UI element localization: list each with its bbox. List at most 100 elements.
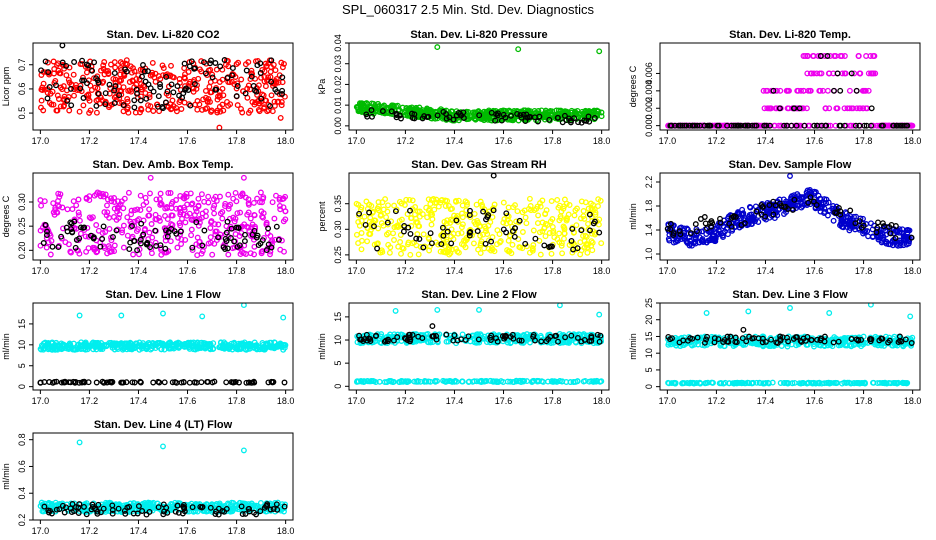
data-point [801, 122, 808, 129]
x-tick-label: 17.6 [495, 136, 513, 146]
data-point [165, 190, 172, 196]
data-point [208, 108, 214, 115]
data-point [753, 122, 760, 129]
data-point [391, 102, 397, 109]
data-point [378, 331, 385, 338]
data-point [81, 224, 88, 231]
data-point [435, 203, 442, 210]
data-point [181, 65, 188, 72]
data-point [279, 74, 286, 81]
data-point [129, 379, 136, 386]
data-point [124, 232, 131, 239]
data-point [251, 227, 258, 234]
data-point [247, 215, 254, 222]
x-tick-label: 17.6 [495, 266, 513, 276]
data-point [210, 340, 217, 347]
data-point [739, 379, 746, 386]
data-point [181, 99, 188, 106]
data-point [73, 202, 80, 209]
data-point [188, 232, 195, 239]
data-point [400, 228, 407, 235]
data-point [59, 204, 66, 211]
data-point [425, 196, 432, 203]
data-point [211, 240, 218, 247]
data-point [777, 200, 783, 207]
data-point [265, 241, 272, 248]
y-axis-label: ml/min [317, 333, 327, 360]
data-point [730, 380, 737, 387]
data-point [870, 379, 877, 386]
data-point [278, 102, 285, 109]
data-point [193, 219, 200, 226]
data-point [115, 203, 122, 210]
data-point [498, 117, 505, 124]
data-point [39, 87, 46, 93]
data-point [844, 342, 851, 349]
x-tick-label: 17.6 [179, 396, 197, 406]
data-point [453, 217, 460, 224]
data-point [353, 378, 360, 385]
data-point [126, 246, 133, 253]
data-point [420, 231, 427, 238]
data-point [818, 70, 825, 77]
data-point [665, 379, 672, 386]
data-point [93, 102, 100, 109]
x-tick-label: 17.0 [348, 266, 366, 276]
data-point [120, 205, 127, 212]
data-point [87, 107, 94, 114]
data-point [513, 218, 520, 225]
data-point [511, 108, 518, 114]
data-point [419, 211, 426, 218]
data-point [484, 231, 491, 238]
data-point [384, 221, 391, 228]
data-point [133, 340, 139, 347]
data-point [864, 228, 871, 235]
data-point [191, 81, 198, 87]
data-point [44, 228, 50, 235]
data-point [572, 207, 579, 214]
data-point [84, 80, 90, 87]
data-point [256, 199, 263, 206]
x-tick-label: 18.0 [277, 266, 295, 276]
data-point [232, 189, 239, 196]
data-point [281, 60, 287, 67]
data-point [379, 199, 386, 206]
data-point [761, 380, 768, 387]
data-point [200, 96, 207, 103]
data-point [176, 220, 183, 227]
data-point [379, 108, 386, 115]
data-point [157, 190, 164, 197]
data-point [368, 378, 375, 385]
data-point [724, 231, 731, 238]
data-point [834, 70, 841, 77]
data-point [199, 242, 206, 249]
data-point [512, 202, 518, 209]
data-point [427, 230, 434, 237]
data-point [425, 234, 432, 241]
data-point [591, 115, 598, 121]
x-tick-label: 17.0 [348, 396, 366, 406]
y-tick-label: 0.00 [333, 117, 343, 135]
y-tick-label: 0.02 [333, 76, 343, 94]
data-point [528, 207, 534, 214]
data-point [586, 118, 593, 125]
data-point [692, 221, 699, 228]
data-point [89, 214, 96, 221]
data-point [130, 251, 137, 258]
data-point [578, 227, 585, 234]
data-point [187, 190, 194, 197]
data-point [105, 243, 112, 250]
data-point [208, 219, 214, 226]
data-point [136, 216, 142, 223]
data-point [832, 379, 839, 386]
data-point [434, 378, 440, 385]
data-point [749, 338, 756, 344]
data-point [164, 88, 171, 95]
data-point [112, 64, 119, 71]
data-points [37, 303, 289, 386]
data-point [811, 343, 817, 350]
data-point [131, 237, 138, 244]
data-point [709, 219, 716, 226]
data-point [787, 173, 793, 179]
x-tick-label: 17.0 [659, 136, 677, 146]
